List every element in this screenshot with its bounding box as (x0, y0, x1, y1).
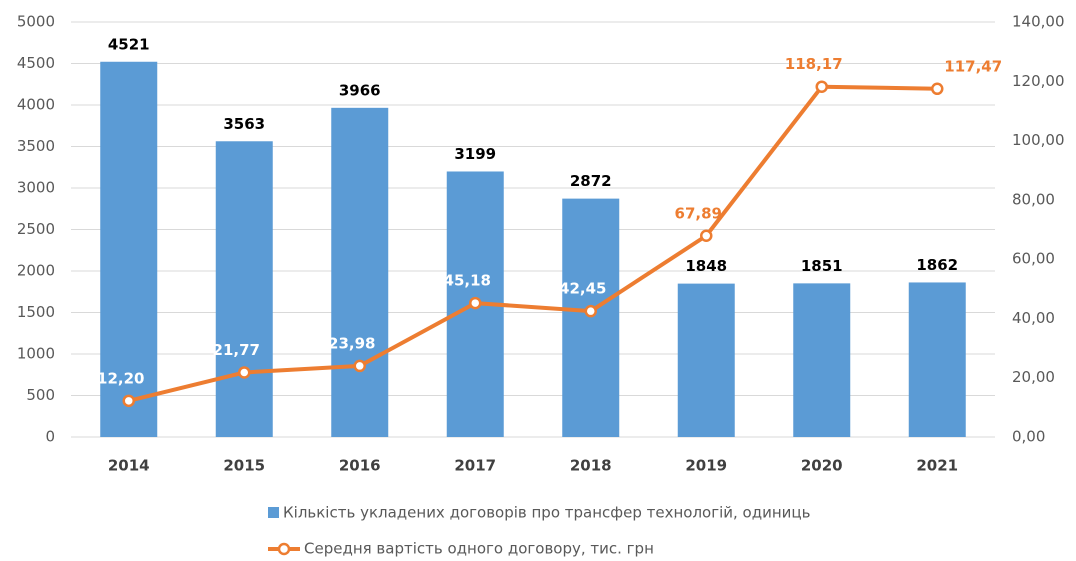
y-tick-label: 2000 (17, 262, 55, 280)
x-tick-label: 2020 (801, 457, 843, 475)
line-value-label: 23,98 (328, 334, 375, 352)
line-value-label: 42,45 (559, 280, 606, 298)
bar (215, 141, 273, 437)
x-tick-label: 2015 (223, 457, 265, 475)
y2-tick-label: 20,00 (1012, 368, 1055, 386)
x-tick-label: 2019 (685, 457, 727, 475)
x-tick-label: 2021 (916, 457, 958, 475)
bar (908, 282, 966, 437)
bar-value-label: 3966 (339, 81, 381, 99)
line-marker (238, 366, 251, 379)
line-value-label: 45,18 (444, 272, 491, 290)
x-tick-label: 2016 (339, 457, 381, 475)
bar-value-label: 3199 (454, 145, 496, 163)
y-tick-label: 4000 (17, 96, 55, 114)
line-marker (584, 304, 597, 318)
y2-tick-label: 140,00 (1012, 13, 1065, 31)
bar-value-label: 3563 (223, 115, 265, 133)
y-tick-label: 1000 (17, 345, 55, 363)
legend-label: Середня вартість одного договору, тис. г… (304, 540, 654, 558)
bar-value-label: 4521 (108, 35, 150, 53)
y-tick-label: 1500 (17, 303, 55, 321)
line-marker (931, 82, 944, 96)
y2-tick-label: 80,00 (1012, 190, 1055, 208)
y2-tick-label: 120,00 (1012, 72, 1065, 90)
line-marker (700, 229, 713, 243)
y-tick-label: 3500 (17, 137, 55, 155)
line-value-label: 21,77 (213, 341, 260, 359)
y2-tick-label: 60,00 (1012, 250, 1055, 268)
line-value-label: 67,89 (675, 204, 722, 222)
bar (793, 283, 851, 437)
bar (562, 198, 620, 437)
bar-value-label: 1851 (801, 257, 843, 275)
y-tick-label: 4500 (17, 54, 55, 72)
x-tick-label: 2014 (108, 457, 150, 475)
y2-tick-label: 40,00 (1012, 309, 1055, 327)
bar (677, 283, 735, 437)
y-tick-label: 0 (45, 428, 55, 446)
bar-value-label: 1862 (916, 256, 958, 274)
legend-swatch (268, 507, 279, 518)
line-marker (122, 394, 135, 408)
line (128, 84, 938, 403)
line-value-label: 12,20 (97, 369, 144, 387)
line-marker (469, 296, 482, 310)
bar-value-label: 1848 (685, 257, 727, 275)
line-marker (353, 359, 366, 373)
line-value-label: 118,17 (785, 55, 843, 73)
y2-tick-label: 0,00 (1012, 428, 1045, 446)
x-tick-label: 2017 (454, 457, 496, 475)
bar (331, 107, 389, 438)
line-value-label: 117,47 (944, 57, 1002, 75)
y-tick-label: 500 (26, 386, 55, 404)
y2-tick-label: 100,00 (1012, 131, 1065, 149)
y-tick-label: 3000 (17, 179, 55, 197)
legend-marker (277, 542, 291, 556)
y-tick-label: 2500 (17, 220, 55, 238)
legend-label: Кількість укладених договорів про трансф… (283, 504, 810, 522)
line-marker (815, 80, 828, 93)
bar-value-label: 2872 (570, 172, 612, 190)
bar (100, 61, 158, 438)
x-tick-label: 2018 (570, 457, 612, 475)
y-tick-label: 5000 (17, 13, 55, 31)
